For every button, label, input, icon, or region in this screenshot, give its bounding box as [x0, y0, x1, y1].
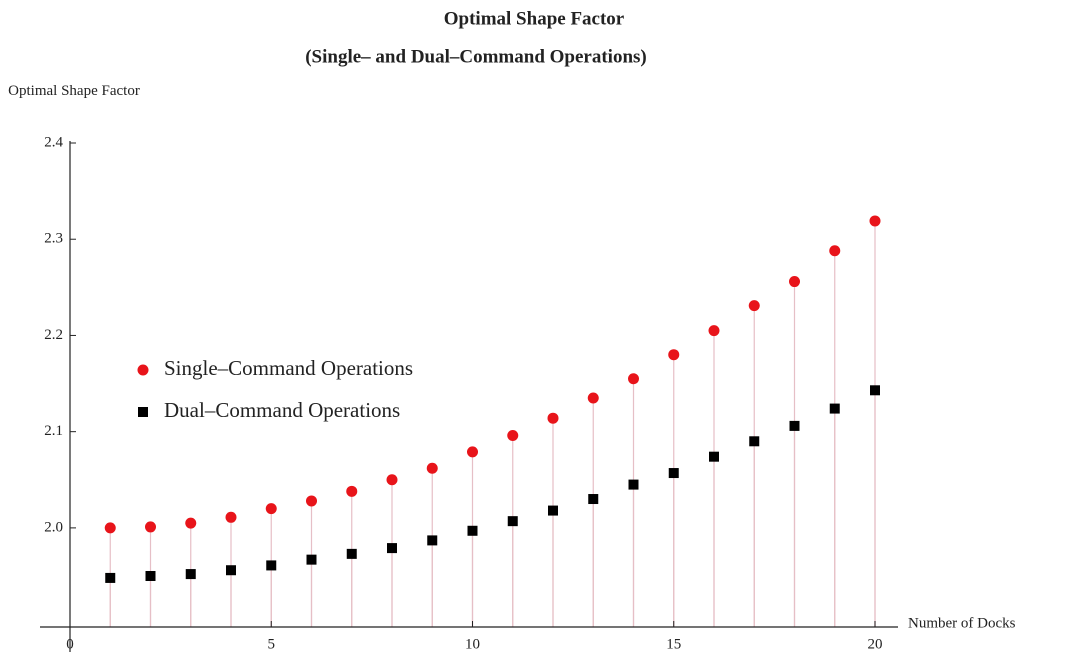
point	[467, 525, 478, 536]
point	[185, 569, 196, 580]
point	[346, 485, 358, 497]
point	[387, 543, 397, 554]
point	[507, 516, 518, 527]
point	[789, 420, 800, 431]
y-tick-label: 2.0	[44, 519, 63, 535]
point	[547, 412, 559, 424]
point	[709, 451, 719, 462]
point	[708, 325, 720, 337]
legend-label: Dual–Command Operations	[164, 398, 400, 422]
y-tick-label: 2.1	[44, 423, 63, 439]
point	[628, 373, 639, 385]
point	[749, 436, 760, 447]
y-tick-label: 2.2	[44, 327, 63, 343]
point	[748, 300, 760, 312]
point	[587, 392, 599, 404]
point	[346, 548, 357, 559]
y-tick-label: 2.4	[44, 134, 63, 150]
point	[104, 522, 116, 534]
x-tick-label: 15	[666, 636, 681, 652]
legend-marker	[138, 407, 148, 417]
point	[668, 468, 679, 479]
point	[105, 572, 116, 583]
chart-title: Optimal Shape Factor	[444, 8, 625, 29]
point	[265, 503, 277, 515]
x-tick-label: 20	[868, 636, 883, 652]
point	[266, 560, 277, 571]
y-axis-label: Optimal Shape Factor	[8, 83, 140, 99]
point	[467, 446, 478, 458]
point	[226, 565, 236, 576]
legend-label: Single–Command Operations	[164, 356, 413, 380]
chart-subtitle: (Single– and Dual–Command Operations)	[305, 46, 647, 67]
point	[789, 276, 800, 288]
x-tick-label: 5	[268, 636, 276, 652]
point	[829, 245, 841, 257]
point	[185, 517, 197, 529]
point	[427, 535, 438, 546]
point	[588, 494, 599, 505]
point	[225, 511, 237, 523]
point	[548, 505, 558, 516]
x-axis-label: Number of Docks	[908, 615, 1016, 631]
point	[306, 495, 317, 507]
point	[426, 462, 438, 474]
x-tick-label: 0	[66, 636, 74, 652]
point	[145, 521, 156, 533]
point	[870, 385, 880, 396]
legend-marker	[137, 364, 149, 376]
point	[668, 349, 680, 361]
x-tick-label: 10	[465, 636, 480, 652]
y-tick-label: 2.3	[44, 231, 63, 247]
point	[145, 571, 156, 582]
point	[829, 403, 840, 414]
point	[507, 430, 519, 442]
point	[306, 554, 317, 565]
point	[386, 474, 398, 486]
point	[628, 479, 639, 490]
point	[869, 215, 881, 227]
